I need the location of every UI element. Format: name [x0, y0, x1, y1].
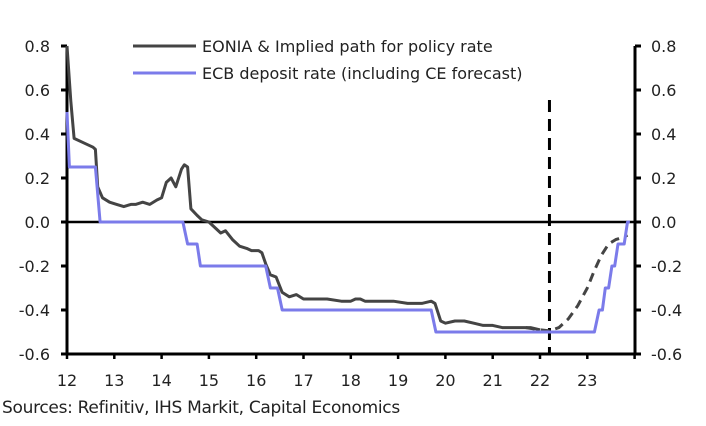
x-tick-label: 19 [388, 371, 408, 390]
chart: 0.8 0.8 0.6 0.6 0.4 0.4 0.2 0.2 0.0 0.0 -0.2 -0.2 -0… [19, 37, 682, 390]
series-line-0 [65, 45, 541, 332]
y-tick-label-left: -0.4 [19, 301, 50, 320]
y-tick-label-right: -0.4 [651, 301, 682, 320]
x-tick-label: 12 [57, 371, 77, 390]
x-tick-label: 21 [483, 371, 503, 390]
y-tick-label-right: -0.2 [651, 257, 682, 276]
y-tick-label-right: 0.4 [651, 125, 676, 144]
x-tick-label: 13 [104, 371, 124, 390]
x-tick-label: 22 [530, 371, 550, 390]
y-tick-label-left: 0.4 [25, 125, 50, 144]
legend-label-0: EONIA & Implied path for policy rate [202, 37, 493, 56]
x-tick-label: 15 [199, 371, 219, 390]
axes: 0.8 0.8 0.6 0.6 0.4 0.4 0.2 0.2 0.0 0.0 -0.2 -0.2 -0… [19, 37, 682, 390]
y-tick-label-left: 0.6 [25, 81, 50, 100]
x-tick-label: 23 [577, 371, 597, 390]
legend-label-1: ECB deposit rate (including CE forecast) [202, 64, 523, 83]
y-tick-label-left: 0.2 [25, 169, 50, 188]
x-tick-label: 17 [293, 371, 313, 390]
x-tick-label: 16 [246, 371, 266, 390]
y-tick-label-left: 0.0 [25, 213, 50, 232]
y-tick-label-right: 0.8 [651, 37, 676, 56]
source-note: Sources: Refinitiv, IHS Markit, Capital … [2, 398, 400, 418]
series-line-1 [525, 233, 629, 333]
y-tick-label-right: 0.0 [651, 213, 676, 232]
y-tick-label-left: -0.6 [19, 345, 50, 364]
x-tick-label: 20 [435, 371, 455, 390]
y-tick-label-right: 0.6 [651, 81, 676, 100]
x-tick-label: 18 [341, 371, 361, 390]
y-tick-label-right: 0.2 [651, 169, 676, 188]
y-tick-label-right: -0.6 [651, 345, 682, 364]
legend: EONIA & Implied path for policy rate ECB … [133, 37, 523, 83]
series-layer [65, 45, 630, 334]
y-tick-label-left: 0.8 [25, 37, 50, 56]
series-line-2 [65, 111, 630, 334]
y-tick-label-left: -0.2 [19, 257, 50, 276]
x-tick-label: 14 [151, 371, 171, 390]
